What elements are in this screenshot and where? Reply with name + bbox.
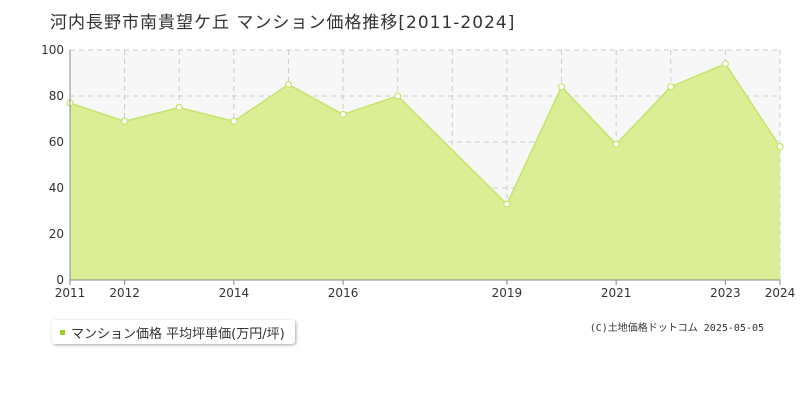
data-point [175,103,183,112]
x-tick-label: 2021 [601,286,632,300]
legend-label: マンション価格 平均坪単価(万円/坪) [71,326,285,342]
y-tick-label: 80 [49,89,64,103]
data-point [284,80,293,89]
data-point [230,117,238,125]
y-tick-label: 100 [41,43,64,57]
data-point [721,60,729,68]
x-tick-label: 2023 [710,286,741,300]
data-point [121,117,129,125]
data-point [557,83,566,91]
x-tick-label: 2016 [328,286,359,300]
x-tick-label: 2011 [55,286,86,300]
y-tick-label: 60 [49,135,64,149]
y-tick-labels: 0 20 40 60 80 100 [41,43,64,287]
x-tick-label: 2024 [765,286,796,300]
x-tick-label: 2012 [109,286,140,300]
data-point [503,200,511,208]
data-point [612,140,620,148]
x-tick-label: 2019 [492,286,523,300]
y-tick-label: 20 [49,227,64,241]
y-tick-label: 40 [49,181,64,195]
credit-text: (C)土地価格ドットコム 2025-05-05 [589,323,764,334]
data-point [776,143,784,151]
x-tick-label: 2014 [219,286,250,300]
legend-marker [60,329,65,335]
data-point [667,83,675,91]
series-points [66,60,784,208]
data-point [339,110,347,119]
chart-title: 河内長野市南貴望ケ丘 マンション価格推移[2011-2024] [50,13,516,33]
series-area [70,63,780,280]
x-tick-labels: 2011 2012 2014 2016 2019 2021 2023 2024 [55,280,796,300]
data-point [394,92,402,100]
y-tick-label: 0 [56,273,64,287]
legend: マンション価格 平均坪単価(万円/坪) [52,320,295,344]
